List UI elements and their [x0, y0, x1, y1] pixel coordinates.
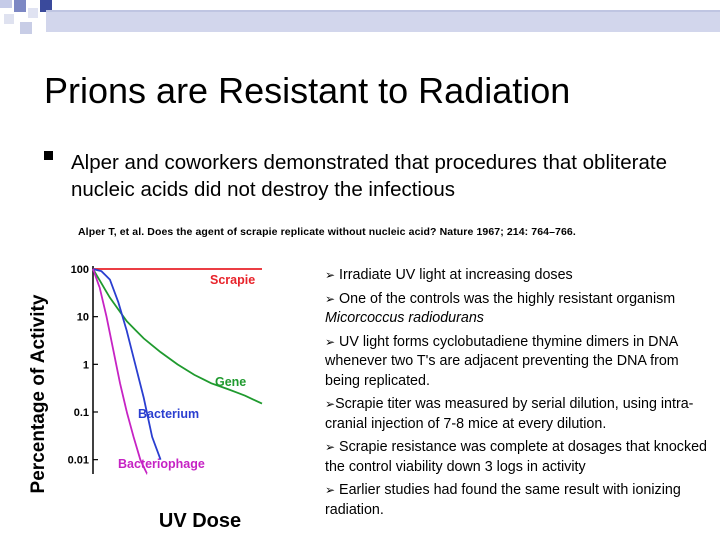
y-tick-label: 10	[77, 312, 89, 324]
bullet-square-icon	[44, 151, 53, 160]
y-tick-label: 1	[83, 359, 89, 371]
arrow-bullet-icon: ➢	[325, 440, 336, 454]
note-text: Scrapie resistance was complete at dosag…	[325, 439, 707, 475]
series-label-bacteriophage: Bacteriophage	[118, 457, 205, 471]
note-item: ➢ UV light forms cyclobutadiene thymine …	[325, 333, 710, 392]
note-item: ➢ Scrapie resistance was complete at dos…	[325, 438, 710, 477]
main-bullet-text: Alper and coworkers demonstrated that pr…	[71, 151, 667, 201]
y-tick-label: 100	[71, 264, 89, 276]
arrow-bullet-icon: ➢	[325, 268, 336, 282]
series-label-gene: Gene	[215, 375, 246, 389]
series-line-gene	[92, 268, 263, 405]
uv-dose-chart: Percentage of Activity UV Dose 100 10 1 0.1…	[28, 264, 263, 532]
note-item: ➢ One of the controls was the highly res…	[325, 290, 710, 329]
y-tick-label: 0.01	[68, 455, 89, 467]
notes-list: ➢ Irradiate UV light at increasing doses…	[325, 266, 710, 524]
x-axis-label: UV Dose	[159, 510, 241, 532]
arrow-bullet-icon: ➢	[325, 397, 336, 411]
series-line-bacterium	[92, 268, 162, 460]
note-item: ➢ Earlier studies had found the same res…	[325, 481, 710, 520]
y-axis-label: Percentage of Activity	[28, 294, 49, 493]
note-item: ➢ Irradiate UV light at increasing doses	[325, 266, 710, 286]
note-text: Irradiate UV light at increasing doses	[339, 267, 573, 283]
citation: Alper T, et al. Does the agent of scrapi…	[78, 226, 576, 238]
note-text: Scrapie titer was measured by serial dil…	[325, 396, 694, 432]
arrow-bullet-icon: ➢	[325, 334, 336, 349]
header-decoration	[0, 0, 720, 34]
note-text: One of the controls was the highly resis…	[339, 290, 676, 307]
y-tick-label: 0.1	[74, 407, 89, 419]
series-label-scrapie: Scrapie	[210, 273, 255, 287]
arrow-bullet-icon: ➢	[325, 291, 336, 306]
series-line-bacteriophage	[92, 268, 148, 475]
note-italic-text: Micorcoccus radiodurans	[325, 310, 484, 326]
note-text: UV light forms cyclobutadiene thymine di…	[325, 333, 679, 389]
note-text: Earlier studies had found the same resul…	[325, 482, 681, 518]
note-item: ➢Scrapie titer was measured by serial di…	[325, 395, 710, 434]
series-label-bacterium: Bacterium	[138, 407, 199, 421]
arrow-bullet-icon: ➢	[325, 483, 336, 497]
slide-title: Prions are Resistant to Radiation	[44, 70, 571, 111]
